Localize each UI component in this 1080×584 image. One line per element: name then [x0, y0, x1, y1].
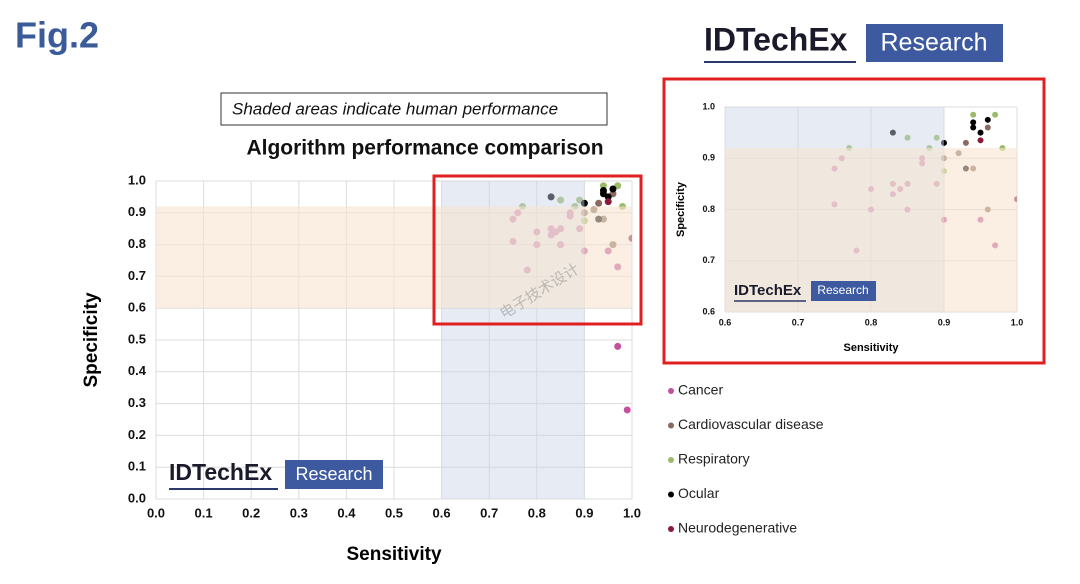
data-point	[977, 137, 984, 144]
data-point	[977, 129, 984, 136]
y-tick-label: 0.6	[128, 300, 146, 315]
logo-box	[285, 460, 383, 489]
data-point	[580, 199, 588, 207]
chart-title: Algorithm performance comparison	[246, 137, 603, 160]
y-tick-label: 0.7	[128, 268, 146, 283]
data-point	[609, 185, 617, 193]
y-tick-label: 1.0	[702, 101, 715, 111]
x-tick-label: 0.8	[865, 317, 878, 327]
x-tick-label: 0.8	[528, 505, 546, 520]
x-tick-label: 0.7	[480, 505, 498, 520]
legend-label: Ocular	[678, 485, 720, 501]
data-point	[992, 371, 998, 377]
y-tick-label: 0.9	[702, 153, 715, 163]
data-point	[970, 124, 977, 131]
y-tick-label: 0.0	[128, 490, 146, 505]
note: Shaded areas indicate human performance	[232, 99, 558, 118]
data-point	[623, 406, 631, 414]
y-tick-label: 0.6	[702, 306, 715, 316]
y-tick-label: 0.3	[128, 395, 146, 410]
legend-marker	[668, 422, 674, 429]
logo-tag: Research	[881, 29, 988, 57]
logo-brand: IDTechEx	[734, 282, 802, 299]
x-tick-label: 0.9	[575, 505, 593, 520]
logo-tag: Research	[817, 283, 868, 297]
data-point	[904, 134, 911, 141]
x-axis-label: Sensitivity	[346, 544, 441, 565]
x-tick-label: 0.0	[147, 505, 165, 520]
data-point	[962, 139, 969, 146]
x-tick-label: 0.5	[385, 505, 403, 520]
legend-marker	[668, 526, 674, 532]
legend-label: Cardiovascular disease	[678, 416, 824, 432]
shaded-areas	[156, 181, 632, 499]
x-tick-label: 0.2	[242, 505, 260, 520]
data-point	[992, 111, 999, 118]
y-tick-label: 0.7	[702, 255, 715, 265]
data-point	[595, 199, 603, 207]
zoom-box	[432, 174, 643, 326]
data-point	[614, 342, 622, 350]
data-point	[984, 116, 991, 123]
legend-marker	[668, 491, 674, 498]
y-tick-label: 0.8	[702, 204, 715, 214]
logo-box	[866, 24, 1003, 62]
data-point	[941, 139, 947, 146]
logo-box	[811, 281, 876, 301]
y-tick-label: 0.9	[128, 204, 146, 219]
x-tick-label: 1.0	[623, 505, 641, 520]
legend: Cancer Cardiovascular disease Respiratory O…	[668, 382, 824, 536]
x-tick-label: 0.6	[433, 505, 451, 520]
logo-tag: Research	[295, 464, 372, 484]
logo-brand: IDTechEx	[169, 459, 272, 485]
y-axis-label: Specificity	[675, 181, 687, 237]
y-tick-label: 0.8	[128, 236, 146, 251]
main-plot: 0.0 0.1 0.2 0.3 0.4 0.5 0.6 0.7 0.8 0.9 1.0 0.0 0.1 0…	[81, 172, 641, 565]
y-axis-label: Specificity	[81, 292, 102, 387]
data-point	[1007, 473, 1013, 479]
data-point	[933, 134, 940, 141]
y-tick-label: 1.0	[128, 172, 146, 187]
x-tick-label: 0.6	[719, 317, 732, 327]
y-tick-label: 0.5	[128, 331, 146, 346]
legend-label: Respiratory	[678, 451, 750, 467]
data-point	[984, 124, 991, 131]
legend-marker	[668, 388, 674, 394]
x-tick-label: 0.9	[938, 317, 951, 327]
data-point	[970, 119, 977, 126]
x-tick-label: 0.3	[290, 505, 308, 520]
data-point	[557, 196, 565, 204]
logo-brand: IDTechEx	[704, 21, 848, 57]
y-tick-label: 0.1	[128, 459, 146, 474]
legend-label: Neurodegenerative	[678, 520, 797, 536]
data-point	[889, 129, 896, 136]
data-point	[970, 111, 977, 118]
x-tick-label: 0.1	[195, 505, 213, 520]
x-tick-label: 0.4	[337, 505, 356, 520]
x-tick-label: 0.7	[792, 317, 805, 327]
legend-marker	[668, 457, 674, 463]
y-tick-label: 0.4	[128, 363, 147, 378]
figure-label: Fig.2	[15, 15, 99, 56]
human-specificity-band	[156, 206, 632, 309]
x-axis-label: Sensitivity	[843, 342, 899, 354]
x-tick-label: 1.0	[1011, 317, 1024, 327]
legend-label: Cancer	[678, 382, 723, 398]
note-box	[220, 92, 608, 126]
data-point	[547, 193, 555, 201]
data-point	[604, 198, 612, 206]
y-tick-label: 0.2	[128, 427, 146, 442]
